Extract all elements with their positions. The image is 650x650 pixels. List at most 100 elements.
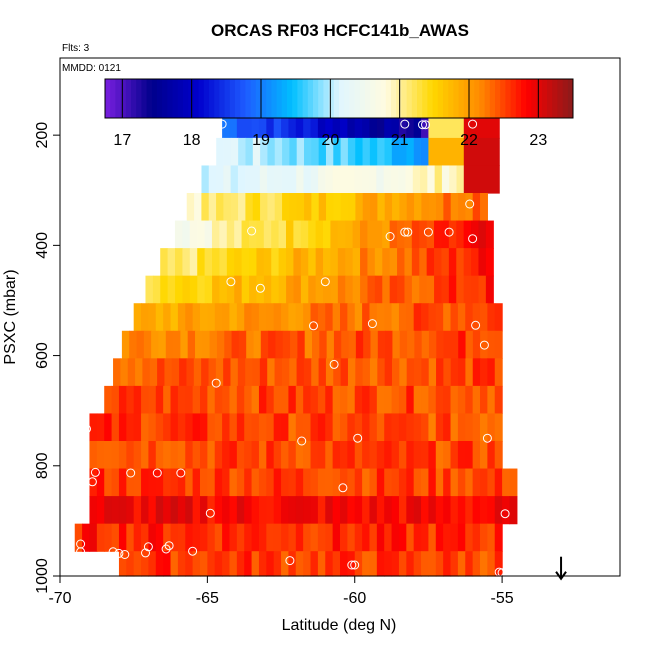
heatmap-cell [281,523,290,552]
heatmap-cell [177,468,186,497]
heatmap-cell [222,523,231,552]
heatmap-cell [457,496,466,525]
heatmap-cell [177,551,186,577]
heatmap-cell [281,496,290,525]
heatmap-cell [463,275,472,304]
heatmap-cell [237,358,246,387]
heatmap-cell [413,468,422,497]
heatmap-cell [252,137,261,167]
heatmap-cell [266,551,275,577]
heatmap-cell [177,496,186,525]
heatmap-cell [326,193,334,222]
heatmap-cell [435,468,444,497]
sample-point [141,548,150,558]
heatmap-cell [185,468,194,497]
heatmap-cell [426,275,435,304]
heatmap-cell [494,303,503,332]
heatmap-cell [165,330,174,359]
y-axis: 200 400 600 800 1000 [34,122,61,594]
heatmap-cell [443,193,452,222]
colorbar-segment [151,79,158,118]
heatmap-cell [494,440,503,470]
heatmap-cell [185,551,194,577]
heatmap-cell [266,385,275,415]
sample-point [90,467,100,477]
heatmap-cell [251,551,260,577]
heatmap-cell [295,413,304,442]
heatmap-cell [214,303,223,332]
heatmap-cell [273,496,282,525]
heatmap-cell [251,113,260,139]
heatmap-cell [399,193,408,222]
heatmap-cell [281,358,290,387]
heatmap-cell [249,275,258,304]
chart-title: ORCAS RF03 HCFC141b_AWAS [211,21,469,40]
heatmap-cell [414,330,423,359]
heatmap-cell [487,551,496,577]
heatmap-cell [443,551,452,577]
heatmap-cell [155,523,164,552]
heatmap-cell [414,193,422,222]
y-tick-label: 400 [34,232,51,259]
heatmap-cell [177,385,186,415]
heatmap-cell [118,523,127,552]
heatmap-cell [435,440,444,470]
heatmap-cell [222,413,231,442]
heatmap-cell [230,193,239,222]
heatmap-cell [374,275,383,304]
heatmap-cell [160,275,169,304]
sample-point [255,283,265,293]
heatmap-cell [480,496,488,525]
colorbar-segment [198,79,205,118]
heatmap-cell [303,468,312,497]
heatmap-cell [465,385,474,415]
heatmap-cell [407,330,415,359]
heatmap-cell [345,220,354,249]
heatmap-cell [382,275,391,304]
heatmap-cell [449,165,458,194]
heatmap-cell [472,193,481,222]
heatmap-cell [244,468,253,497]
heatmap-cell [304,137,312,167]
heatmap-cell [369,551,378,577]
heatmap-cell [391,440,400,470]
heatmap-cell [369,303,378,332]
heatmap-cell [361,165,370,194]
heatmap-cell [310,551,319,577]
heatmap-cell [142,358,151,387]
heatmap-cell [163,440,172,470]
colorbar-segment [385,79,392,118]
heatmap-cell [189,220,198,249]
heatmap-cell [186,358,195,387]
heatmap-cell [189,275,198,304]
heatmap-cell [229,468,238,497]
heatmap-cell [494,496,503,525]
heatmap-cell [141,440,150,470]
heatmap-cell [472,413,481,442]
heatmap-cell [443,468,452,497]
heatmap-cell [236,551,245,577]
heatmap-cell [347,523,356,552]
heatmap-cell [310,165,319,194]
heatmap-cell [362,413,371,442]
heatmap-cell [340,468,348,497]
sample-point [161,544,171,554]
heatmap-cell [448,220,457,249]
heatmap-cell [348,330,357,359]
colorbar-segment [318,79,324,118]
heatmap-cell [370,193,378,222]
sample-point [114,548,124,558]
heatmap-cell [148,523,157,552]
colorbar-segment [188,79,194,118]
heatmap-cell [297,330,306,359]
heatmap-cell [201,193,210,222]
heatmap-cell [391,303,400,332]
heatmap-cell [148,440,157,470]
heatmap-cell [352,220,361,249]
heatmap-cell [214,551,223,577]
heatmap-cell [312,330,320,359]
heatmap-cell [384,385,393,415]
heatmap-cell [251,468,260,497]
heatmap-cell [369,523,378,552]
heatmap-cell [494,330,503,359]
